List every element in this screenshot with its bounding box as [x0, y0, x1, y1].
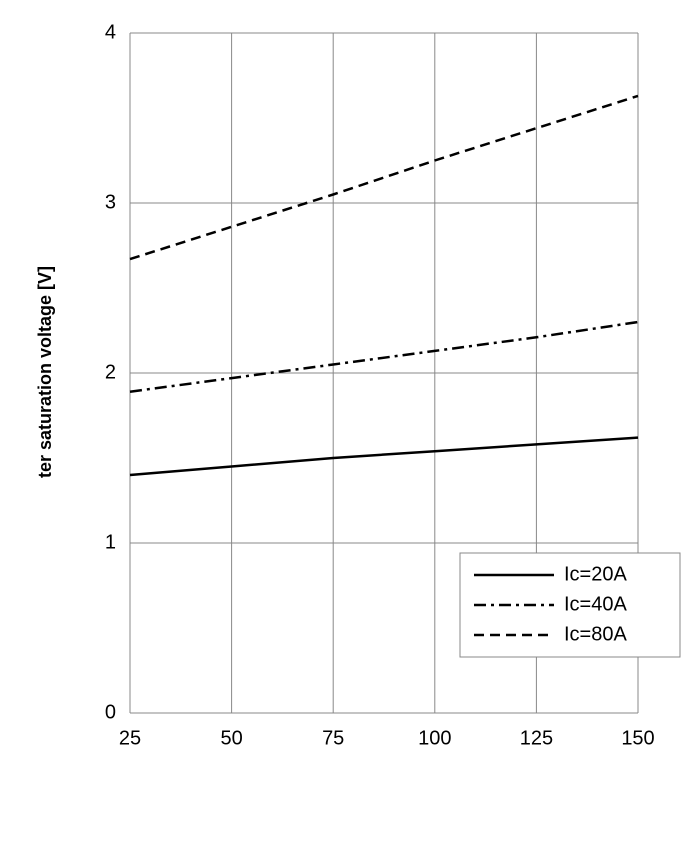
legend-label: Ic=80A [564, 623, 627, 645]
y-axis-label: ter saturation voltage [V] [35, 266, 55, 478]
x-tick-label: 25 [119, 727, 141, 749]
y-tick-label: 3 [105, 191, 116, 213]
legend-label: Ic=20A [564, 563, 627, 585]
y-tick-label: 4 [105, 21, 116, 43]
y-tick-label: 0 [105, 701, 116, 723]
y-tick-label: 1 [105, 531, 116, 553]
data-line [129, 320, 639, 393]
data-line [129, 94, 639, 261]
x-tick-label: 150 [621, 727, 654, 749]
data-line [129, 436, 639, 477]
x-tick-label: 125 [520, 727, 553, 749]
legend-label: Ic=40A [564, 593, 627, 615]
x-tick-label: 75 [322, 727, 344, 749]
legend-box [459, 552, 681, 658]
y-tick-label: 2 [105, 361, 116, 383]
x-tick-label: 100 [418, 727, 451, 749]
x-tick-label: 50 [220, 727, 242, 749]
